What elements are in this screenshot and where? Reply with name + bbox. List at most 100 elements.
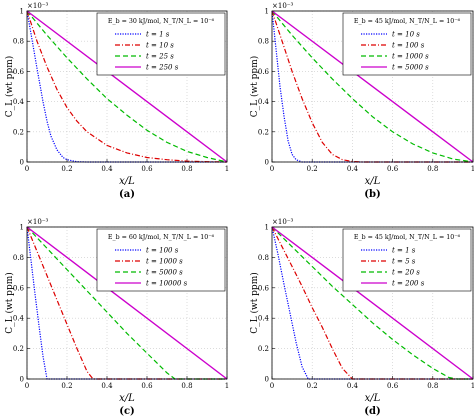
y-tick-label: 0.6 — [258, 68, 270, 76]
series-line-4 — [26, 226, 228, 380]
y-tick-label: 0.2 — [13, 345, 24, 353]
legend-entry-label: t = 200 s — [392, 280, 425, 288]
y-tick-label: 0.8 — [13, 38, 24, 46]
legend-box — [96, 228, 226, 292]
panel-caption: (a) — [119, 189, 135, 200]
y-tick-label: 1 — [20, 224, 24, 232]
legend-title: E_b = 30 kJ/mol, N_T/N_L = 10⁻⁶ — [108, 18, 215, 25]
legend: E_b = 30 kJ/mol, N_T/N_L = 10⁻⁶ t = 1 s t … — [96, 12, 226, 76]
x-tick-label: 1 — [225, 165, 229, 173]
series-line-3 — [271, 10, 474, 163]
legend-title: E_b = 60 kJ/mol, N_T/N_L = 10⁻⁶ — [108, 234, 215, 241]
legend-box — [342, 228, 472, 292]
x-tick-label: 1 — [225, 382, 229, 390]
series-line-2 — [26, 10, 228, 163]
x-tick-label: 0.6 — [387, 165, 399, 173]
x-axis-label: x/L — [365, 393, 381, 404]
legend-entry-label: t = 5000 s — [392, 64, 429, 72]
legend-box — [342, 12, 472, 76]
legend-entry-label: t = 1000 s — [392, 53, 429, 61]
y-tick-label: 0.6 — [258, 284, 270, 292]
axes-frame — [271, 226, 474, 380]
x-axis-label: x/L — [119, 176, 135, 187]
legend-entry-label: t = 10 s — [392, 31, 420, 39]
legend: E_b = 45 kJ/mol, N_T/N_L = 10⁻⁶ t = 10 s t… — [342, 12, 472, 76]
x-tick-label: 0 — [270, 382, 274, 390]
x-tick-label: 0.2 — [307, 382, 318, 390]
y-tick-label: 0.8 — [13, 254, 24, 262]
series-line-4 — [26, 10, 228, 163]
series-line-3 — [271, 226, 473, 380]
axes-frame — [271, 10, 474, 163]
legend: E_b = 60 kJ/mol, N_T/N_L = 10⁻⁶ t = 100 s… — [96, 228, 226, 292]
y-tick-label: 0.2 — [13, 128, 24, 136]
y-tick-label: 0.6 — [13, 284, 25, 292]
x-tick-label: 0.6 — [387, 382, 399, 390]
series-line-4 — [271, 226, 474, 380]
legend-entry-label: t = 1 s — [392, 247, 416, 255]
x-tick-label: 0.6 — [141, 165, 153, 173]
exponent-label: ×10⁻³ — [272, 218, 293, 226]
axes-frame — [26, 10, 228, 163]
legend-entry-label: t = 25 s — [146, 53, 174, 61]
x-tick-label: 0.6 — [141, 382, 153, 390]
series-line-2 — [271, 226, 473, 380]
series-line-4 — [271, 10, 474, 163]
exponent-label: ×10⁻³ — [27, 2, 48, 10]
x-tick-label: 0.4 — [347, 382, 359, 390]
axes-frame — [26, 226, 228, 380]
y-tick-label: 1 — [265, 224, 269, 232]
x-tick-label: 0.8 — [427, 382, 438, 390]
series-line-2 — [26, 226, 227, 380]
x-tick-label: 0.2 — [307, 165, 318, 173]
y-tick-label: 0.2 — [258, 128, 269, 136]
legend-entry-label: t = 5 s — [392, 258, 416, 266]
exponent-label: ×10⁻³ — [27, 218, 48, 226]
y-tick-label: 0 — [20, 376, 24, 384]
y-tick-label: 0.4 — [258, 98, 270, 106]
chart-panel-3: 0 0.2 0.4 0.6 0.8 100.20.40.60.81×10⁻³x/LC_L … — [4, 218, 229, 417]
x-tick-label: 0.8 — [181, 165, 192, 173]
panel-caption: (b) — [364, 189, 380, 200]
legend-entry-label: t = 10 s — [146, 42, 174, 50]
series-line-1 — [271, 226, 473, 380]
y-axis-label: C_L (wt ppm) — [4, 56, 15, 117]
x-tick-label: 0.8 — [181, 382, 192, 390]
legend-entry-label: t = 250 s — [146, 64, 179, 72]
y-tick-label: 0.4 — [258, 315, 270, 323]
y-tick-label: 0.4 — [13, 98, 25, 106]
x-axis-label: x/L — [365, 176, 381, 187]
y-axis-label: C_L (wt ppm) — [249, 56, 260, 117]
y-axis-label: C_L (wt ppm) — [4, 272, 15, 333]
x-tick-label: 0.2 — [61, 165, 72, 173]
y-tick-label: 0.2 — [258, 345, 269, 353]
x-tick-label: 0 — [25, 165, 29, 173]
y-tick-label: 0 — [265, 159, 269, 167]
panel-caption: (d) — [364, 406, 380, 417]
legend-entry-label: t = 20 s — [392, 269, 420, 277]
x-axis-label: x/L — [119, 393, 135, 404]
y-tick-label: 0.4 — [13, 315, 25, 323]
series-line-3 — [26, 10, 228, 163]
series-line-3 — [26, 226, 227, 380]
exponent-label: ×10⁻³ — [272, 2, 293, 10]
y-tick-label: 1 — [265, 8, 269, 16]
legend-entry-label: t = 10000 s — [146, 280, 188, 288]
legend-title: E_b = 45 kJ/mol, N_T/N_L = 10⁻⁶ — [354, 234, 461, 241]
panel-caption: (c) — [119, 406, 135, 417]
x-tick-label: 0.4 — [101, 165, 113, 173]
chart-panel-1: 0 0.2 0.4 0.6 0.8 100.20.40.60.81×10⁻³x/LC_L … — [4, 2, 229, 200]
x-tick-label: 0.8 — [427, 165, 438, 173]
y-tick-label: 0 — [265, 376, 269, 384]
y-tick-label: 0.8 — [258, 38, 269, 46]
legend-box — [96, 12, 226, 76]
x-tick-label: 1 — [471, 165, 474, 173]
x-tick-label: 0.2 — [61, 382, 72, 390]
legend-entry-label: t = 5000 s — [146, 269, 183, 277]
x-tick-label: 0 — [270, 165, 274, 173]
legend-entry-label: t = 100 s — [392, 42, 425, 50]
chart-panel-4: 0 0.2 0.4 0.6 0.8 100.20.40.60.81×10⁻³x/LC_L … — [249, 218, 474, 417]
x-tick-label: 0.4 — [347, 165, 359, 173]
legend-title: E_b = 45 kJ/mol, N_T/N_L = 10⁻⁶ — [354, 18, 461, 25]
